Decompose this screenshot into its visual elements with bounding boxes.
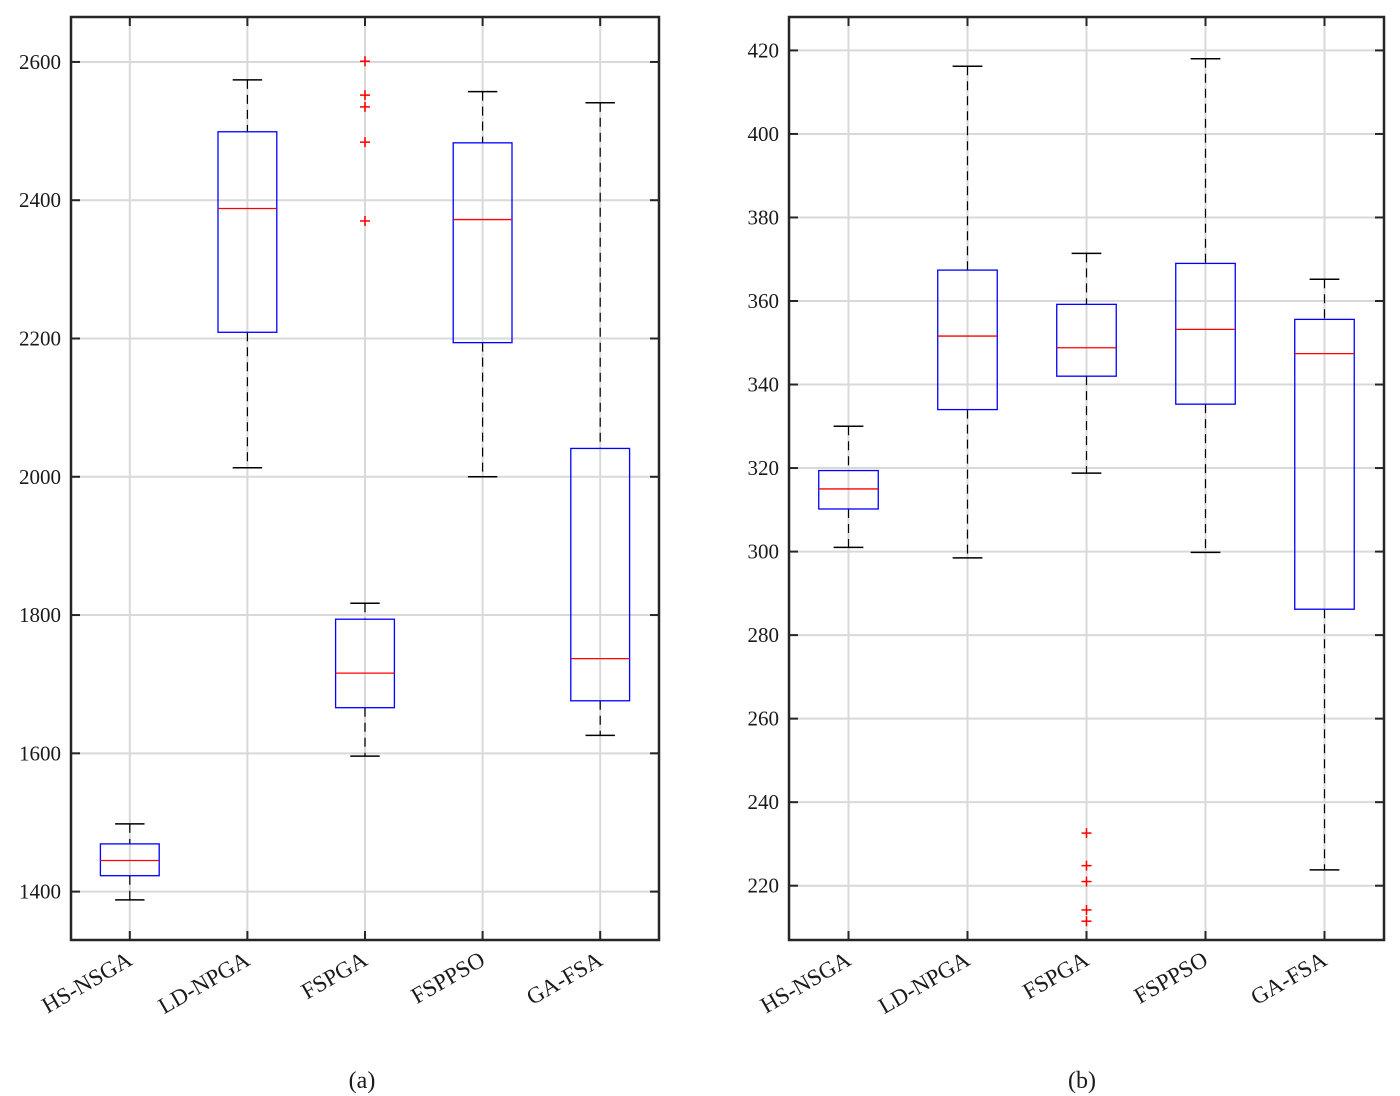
iqr-box [334, 618, 396, 709]
y-tick-label: 2600 [19, 50, 61, 74]
iqr-box [1294, 318, 1355, 610]
boxplot-panel-b: 220 240 260 280 300 320 340 360 380 400 420 HS-NSGA… [748, 15, 1386, 1094]
y-tick-label: 2200 [19, 326, 61, 350]
y-tick-label: 280 [748, 623, 780, 647]
x-category-label: FSPGA [297, 946, 372, 1004]
outlier-marker [360, 137, 370, 148]
box-hs-nsga [99, 823, 160, 901]
box-ld-npga [217, 79, 278, 469]
box-fspga [1056, 252, 1117, 927]
y-tick-label: 1800 [19, 603, 61, 627]
x-category-label: GA-FSA [522, 946, 607, 1009]
x-category-label: GA-FSA [1247, 946, 1332, 1009]
outlier-marker [1081, 828, 1092, 839]
box-fspga [334, 56, 396, 757]
x-category-label: LD-NPGA [154, 946, 254, 1018]
y-tick-label: 360 [748, 289, 780, 313]
panel-caption: (a) [349, 1068, 376, 1094]
y-tick-label: 220 [748, 874, 780, 898]
y-tick-label: 2400 [19, 188, 61, 212]
iqr-box [937, 269, 998, 411]
iqr-box [217, 131, 278, 333]
outlier-marker [1081, 876, 1092, 887]
box-fsppso [1175, 58, 1236, 554]
iqr-box [570, 447, 631, 702]
y-tick-label: 300 [748, 540, 780, 564]
y-tick-label: 240 [748, 790, 780, 814]
outlier-marker [1081, 860, 1092, 871]
box-ld-npga [937, 65, 998, 559]
x-category-label: FSPGA [1018, 946, 1093, 1004]
box-fsppso [452, 90, 513, 478]
y-tick-label: 2000 [19, 465, 61, 489]
outlier-marker [360, 56, 370, 67]
iqr-box [99, 843, 160, 877]
x-category-label: HS-NSGA [37, 946, 136, 1018]
iqr-box [818, 469, 879, 510]
outlier-marker [1081, 904, 1092, 915]
panel-caption: (b) [1068, 1068, 1096, 1094]
x-category-label: LD-NPGA [874, 946, 974, 1018]
y-tick-label: 260 [748, 707, 780, 731]
iqr-box [1056, 303, 1117, 377]
boxplot-panel-a: 1400 1600 1800 2000 2200 2400 2600 HS-NSGA LD-NP… [19, 15, 661, 1094]
y-tick-label: 1400 [19, 880, 61, 904]
iqr-box [452, 142, 513, 344]
y-tick-label: 340 [748, 373, 780, 397]
y-tick-label: 420 [748, 38, 780, 62]
box-ga-fsa [570, 101, 631, 737]
outlier-marker [360, 90, 370, 101]
y-tick-label: 1600 [19, 741, 61, 765]
x-category-label: HS-NSGA [756, 946, 855, 1018]
outlier-marker [360, 215, 370, 226]
y-tick-label: 320 [748, 456, 780, 480]
y-tick-label: 400 [748, 122, 780, 146]
box-hs-nsga [818, 425, 879, 549]
outlier-marker [360, 101, 370, 112]
outlier-marker [1081, 916, 1092, 927]
y-tick-label: 380 [748, 205, 780, 229]
box-ga-fsa [1294, 278, 1355, 871]
iqr-box [1175, 262, 1236, 405]
x-category-label: FSPPSO [1130, 947, 1212, 1009]
x-category-label: FSPPSO [407, 947, 489, 1009]
